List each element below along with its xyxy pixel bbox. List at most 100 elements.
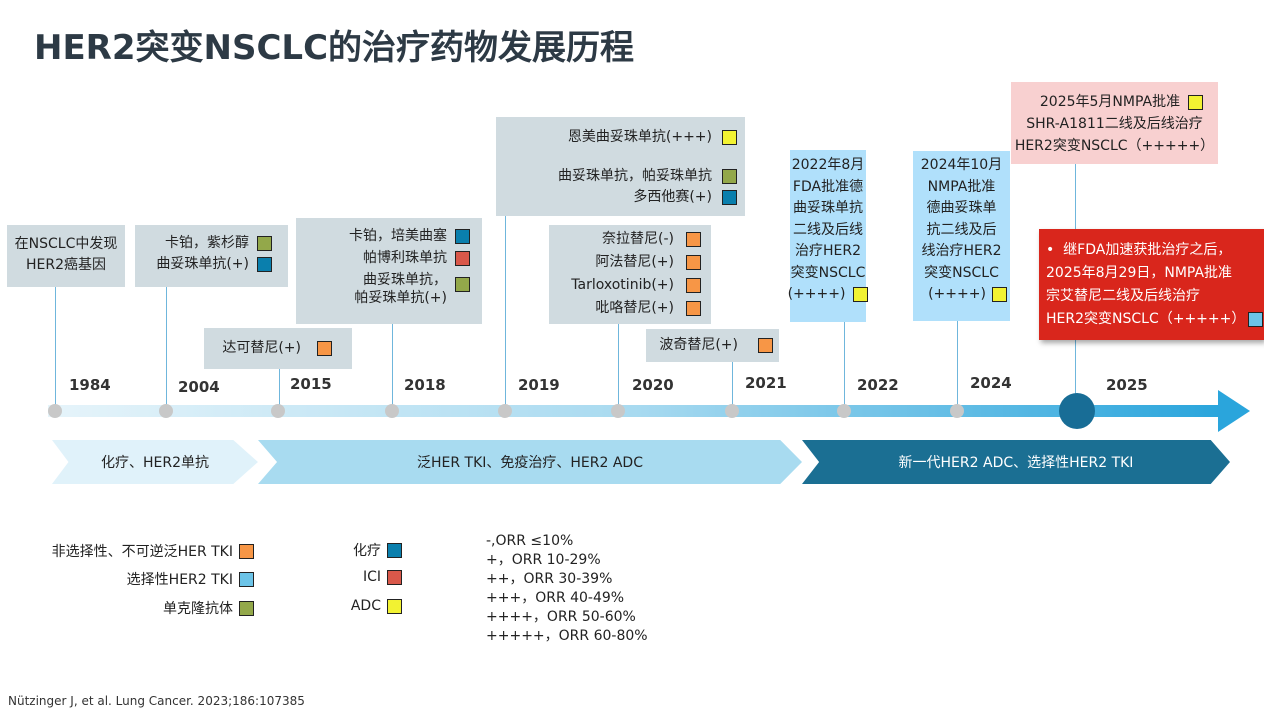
box-text: (++++): [787, 286, 846, 302]
citation: Nützinger J, et al. Lung Cancer. 2023;18…: [8, 694, 305, 708]
year-label: 2004: [178, 378, 220, 396]
phase-chemo-mab: 化疗、HER2单抗: [52, 440, 258, 484]
orr-item: +，ORR 10-29%: [486, 552, 601, 568]
box-text: HER2突变NSCLC（+++++）: [1046, 311, 1246, 327]
legend-swatch: [239, 571, 254, 587]
box-text: 德曲妥珠单: [926, 200, 997, 216]
orr-item: ++++，ORR 50-60%: [486, 609, 636, 625]
event-box-2025-may: 2025年5月NMPA批准 SHR-A1811二线及后线治疗 HER2突变NSC…: [1011, 82, 1218, 164]
connector-line: [505, 216, 506, 405]
legend-label: 选择性HER2 TKI: [126, 572, 233, 588]
tki-marker: [686, 232, 701, 247]
year-label: 2020: [632, 376, 674, 394]
box-text: 多西他赛(+): [633, 189, 712, 205]
legend-label: 非选择性、不可逆泛HER TKI: [51, 544, 233, 560]
box-text: 帕博利珠单抗: [363, 250, 447, 266]
phase-label: 新一代HER2 ADC、选择性HER2 TKI: [898, 455, 1134, 471]
box-text: 2024年10月: [920, 157, 1003, 173]
box-text: 恩美曲妥珠单抗(+++): [567, 129, 712, 145]
year-label: 2021: [745, 374, 787, 392]
chemo-marker: [257, 257, 272, 272]
legend-label: 单克隆抗体: [163, 601, 233, 617]
chemo-marker: [455, 228, 470, 244]
connector-line: [55, 287, 56, 405]
box-text: 吡咯替尼(+): [595, 300, 674, 316]
box-text: 达可替尼(+): [222, 340, 301, 356]
box-text: 在NSCLC中发现: [14, 236, 118, 252]
timeline-arrowhead: [1218, 390, 1250, 432]
box-text: 继FDA加速获批治疗之后，: [1063, 242, 1232, 258]
legend-label: ICI: [362, 569, 381, 585]
timeline-dot: [725, 404, 739, 418]
box-text: 2025年5月NMPA批准: [1039, 94, 1181, 110]
box-text: 曲妥珠单抗，帕妥珠单抗: [558, 168, 712, 184]
event-box-2015: 达可替尼(+): [204, 328, 352, 369]
event-box-2024: 2024年10月 NMPA批准 德曲妥珠单 抗二线及后 线治疗HER2 突变NS…: [913, 151, 1010, 321]
connector-line: [732, 362, 733, 405]
connector-line: [618, 324, 619, 405]
connector-line: [844, 322, 845, 405]
timeline-dot: [159, 404, 173, 418]
event-box-2020: 奈拉替尼(-) 阿法替尼(+) Tarloxotinib(+) 吡咯替尼(+): [549, 225, 711, 324]
timeline-dot: [950, 404, 964, 418]
orr-legend: -,ORR ≤10% +，ORR 10-29% ++，ORR 30-39% ++…: [486, 532, 648, 646]
connector-line: [392, 324, 393, 405]
box-text: 二线及后线: [793, 221, 863, 238]
box-text: HER2癌基因: [25, 257, 106, 273]
mab-marker: [722, 169, 737, 184]
legend-swatch: [387, 598, 402, 614]
phase-new-adc-tki: 新一代HER2 ADC、选择性HER2 TKI: [802, 440, 1230, 484]
orr-item: -,ORR ≤10%: [486, 533, 574, 549]
box-text: 2025年8月29日，NMPA批准: [1046, 265, 1233, 281]
phase-pan-her-tki: 泛HER TKI、免疫治疗、HER2 ADC: [258, 440, 802, 484]
box-text: 线治疗HER2: [921, 243, 1002, 259]
box-text: 2022年8月: [791, 157, 865, 173]
timeline-dot: [48, 404, 62, 418]
box-text: HER2突变NSCLC（+++++）: [1014, 138, 1215, 154]
box-text: FDA批准德: [792, 178, 864, 195]
ici-marker: [455, 250, 470, 266]
legend-label: ADC: [350, 598, 381, 614]
timeline-current-dot: [1059, 393, 1095, 429]
box-text: 卡铂，紫杉醇: [165, 235, 249, 251]
tki-marker: [758, 338, 773, 353]
box-text: Tarloxotinib(+): [571, 277, 674, 293]
mab-marker: [455, 277, 470, 292]
box-text: 曲妥珠单抗，: [363, 272, 447, 288]
box-text: 宗艾替尼二线及后线治疗: [1046, 288, 1200, 304]
orr-item: ++，ORR 30-39%: [486, 571, 613, 587]
legend-label: 化疗: [353, 543, 381, 559]
event-box-2018: 卡铂，培美曲塞 帕博利珠单抗 曲妥珠单抗， 帕妥珠单抗(+): [296, 218, 482, 324]
year-label: 2019: [518, 376, 560, 394]
legend-swatch: [239, 543, 254, 559]
event-box-2025-aug: • 继FDA加速获批治疗之后， 2025年8月29日，NMPA批准 宗艾替尼二线…: [1039, 229, 1264, 340]
year-label: 1984: [69, 376, 111, 394]
legend-ici: ICI: [363, 569, 402, 585]
connector-line: [957, 321, 958, 405]
legend-selective-tki: 选择性HER2 TKI: [127, 569, 254, 589]
timeline-dot: [498, 404, 512, 418]
box-text: 抗二线及后: [926, 221, 997, 238]
event-box-2022: 2022年8月 FDA批准德 曲妥珠单抗 二线及后线 治疗HER2 突变NSCL…: [787, 150, 869, 322]
connector-line: [166, 287, 167, 405]
page-title: HER2突变NSCLC的治疗药物发展历程: [34, 28, 635, 68]
selective-tki-marker: [1248, 312, 1264, 327]
event-box-1984: 在NSCLC中发现 HER2癌基因: [7, 225, 125, 287]
event-box-2019: 恩美曲妥珠单抗(+++) 曲妥珠单抗，帕妥珠单抗 多西他赛(+): [496, 117, 745, 216]
box-text: 卡铂，培美曲塞: [349, 228, 447, 244]
box-text: 突变NSCLC: [924, 264, 999, 281]
adc-marker: [1188, 94, 1204, 110]
legend-swatch: [239, 600, 254, 616]
year-label: 2015: [290, 375, 332, 393]
box-text: 帕妥珠单抗(+): [354, 290, 447, 306]
box-text: 阿法替尼(+): [595, 254, 674, 270]
timeline-bar: [48, 405, 1220, 417]
adc-marker: [991, 287, 1007, 303]
phase-label: 化疗、HER2单抗: [100, 455, 209, 471]
mab-marker: [257, 236, 272, 251]
legend-chemo: 化疗: [353, 540, 402, 560]
timeline-dot: [611, 404, 625, 418]
orr-item: +++，ORR 40-49%: [486, 590, 625, 606]
chemo-marker: [722, 190, 737, 205]
